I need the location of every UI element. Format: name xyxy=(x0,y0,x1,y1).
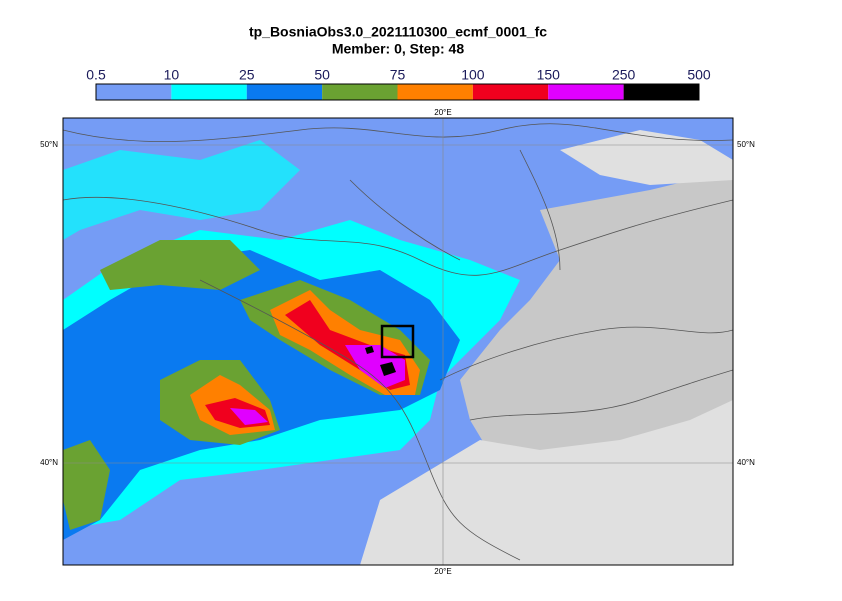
colorbar-segment xyxy=(96,84,172,100)
region-box xyxy=(380,324,415,359)
lat-label: 40°N xyxy=(737,458,755,467)
lon-label: 20°E xyxy=(434,108,451,117)
precip-field xyxy=(63,118,733,565)
colorbar-outline xyxy=(95,83,700,101)
map-frame xyxy=(62,117,734,566)
colorbar-segment xyxy=(472,84,549,100)
lon-label: 20°E xyxy=(434,567,451,576)
colorbar-label: 25 xyxy=(239,67,255,83)
colorbar-label: 50 xyxy=(314,67,330,83)
colorbar-segment xyxy=(171,84,247,100)
colorbar-label: 250 xyxy=(612,67,636,83)
title: tp_BosniaObs3.0_2021110300_ecmf_0001_fc xyxy=(249,24,547,40)
colorbar-label: 500 xyxy=(687,67,711,83)
colorbar-segment xyxy=(623,84,699,100)
subtitle: Member: 0, Step: 48 xyxy=(332,41,464,57)
colorbar-segment xyxy=(322,84,398,100)
colorbar: 0.5 10 25 50 75 100 150 250 500 xyxy=(86,67,711,101)
colorbar-label: 150 xyxy=(537,67,561,83)
colorbar-label: 100 xyxy=(461,67,485,83)
colorbar-label: 0.5 xyxy=(86,67,106,83)
lat-label: 40°N xyxy=(40,458,58,467)
colorbar-segment xyxy=(548,84,624,100)
lat-label: 50°N xyxy=(40,140,58,149)
lat-label: 50°N xyxy=(737,140,755,149)
colorbar-segment xyxy=(397,84,473,100)
colorbar-segment xyxy=(246,84,323,100)
colorbar-label: 75 xyxy=(390,67,406,83)
colorbar-label: 10 xyxy=(164,67,180,83)
